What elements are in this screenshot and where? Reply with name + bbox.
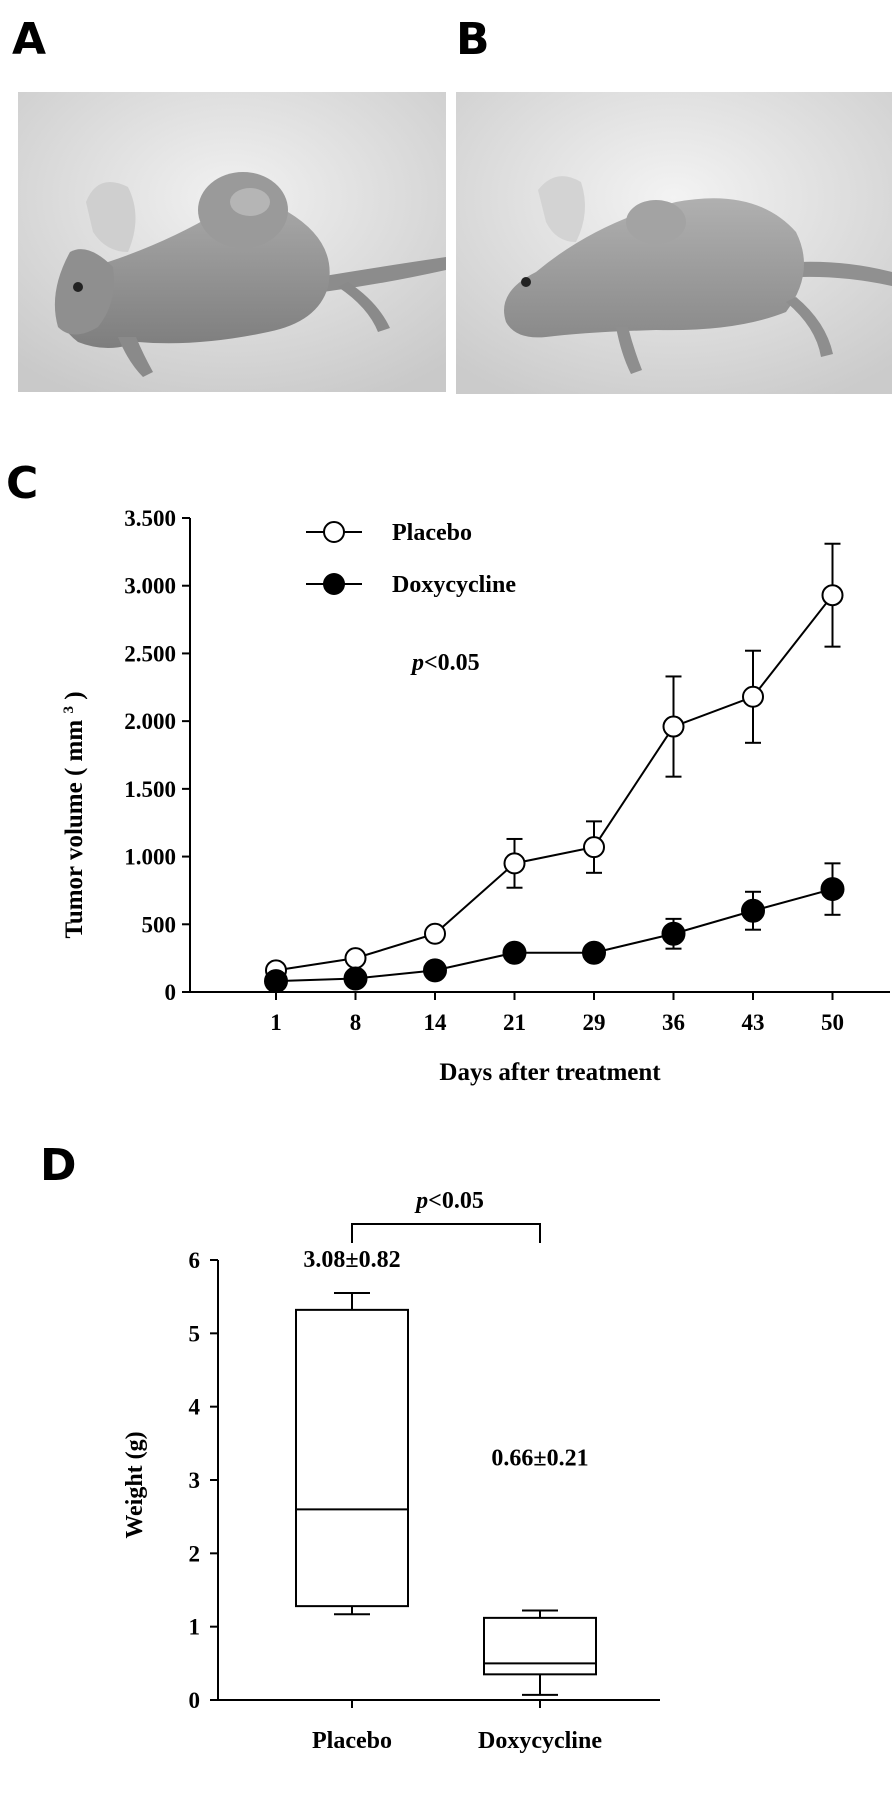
tumor-weight-boxplot: 0 1 2 3 4 5 6 3.08±0.82 Placebo 0.66±0.21 Doxycyc… [122,1188,660,1754]
panel-label-c: C [6,458,39,509]
category-label-doxycycline: Doxycycline [478,1728,602,1754]
y-tick-label: 3.500 [124,506,176,531]
data-point-placebo [662,715,685,738]
category-label-placebo: Placebo [312,1728,392,1754]
chart-c-pvalue: p<0.05 [410,650,480,676]
panel-label-d: D [40,1140,77,1191]
y-tick-label: 5 [189,1321,201,1346]
y-tick-label: 2.500 [124,641,176,666]
x-tick-label: 14 [424,1010,448,1035]
data-point-doxycycline [741,898,765,923]
data-point-placebo [583,836,605,859]
panel-label-b: B [456,14,490,65]
legend-placebo-marker [323,521,345,543]
data-point-doxycycline [582,940,606,965]
x-tick-label: 43 [742,1010,765,1035]
data-point-placebo [344,947,367,970]
data-point-doxycycline [661,921,686,946]
y-tick-label: 3 [189,1468,201,1493]
chart-d-ylabel: Weight (g) [122,1431,148,1538]
legend-doxycycline-label: Doxycycline [392,572,516,598]
series-line-doxycycline [275,888,833,983]
data-point-doxycycline [264,969,288,994]
x-tick-label: 21 [503,1010,526,1035]
data-point-doxycycline [343,966,368,991]
data-point-placebo [821,584,844,607]
mouse-a-image [18,92,446,392]
y-tick-label: 500 [142,912,177,937]
chart-c-xlabel: Days after treatment [439,1059,661,1086]
x-tick-label: 8 [350,1010,362,1035]
legend-placebo-label: Placebo [392,520,472,546]
y-tick-label: 0 [189,1688,201,1713]
box-summary-label-doxycycline: 0.66±0.21 [491,1446,588,1472]
y-tick-label: 2 [189,1541,201,1566]
photo-doxycycline-mouse [456,92,892,394]
data-point-doxycycline [502,940,527,965]
y-tick-label: 1 [189,1615,201,1640]
chart-d-pvalue: p<0.05 [414,1188,484,1214]
svg-text:Tumor volume ( m: Tumor volume ( mm 3 ) [52,691,88,938]
y-tick-label: 2.000 [124,709,176,734]
chart-c-legend: Placebo Doxycycline [306,520,516,598]
photo-placebo-mouse [18,92,446,392]
significance-bracket [351,1223,541,1243]
y-tick-label: 6 [189,1248,201,1273]
x-tick-label: 50 [821,1010,844,1035]
mouse-b-image [456,92,892,394]
legend-doxycycline-marker [323,573,345,595]
data-point-doxycycline [423,958,447,983]
data-point-placebo [742,685,764,708]
x-tick-label: 36 [662,1010,685,1035]
x-tick-label: 29 [583,1010,606,1035]
ylabel-superscript: 3 [61,706,77,714]
box-summary-label-placebo: 3.08±0.82 [303,1247,400,1273]
tumor-volume-chart: 0 500 1.000 1.500 2.000 2.500 3.000 3.500 1 8 14 2… [52,506,890,1086]
x-tick-label: 1 [270,1010,282,1035]
box-placebo [295,1308,409,1608]
y-tick-label: 4 [189,1395,201,1420]
y-tick-label: 3.000 [124,574,176,599]
data-point-doxycycline [820,877,845,902]
ylabel-main: Tumor volume [61,782,88,938]
ylabel-unit: mm [61,720,88,762]
y-tick-label: 1.000 [124,845,176,870]
chart-c-ylabel: Tumor volume ( mm 3 ) [52,691,88,938]
y-tick-label: 0 [165,980,177,1005]
series-line-placebo [275,594,834,972]
panel-label-a: A [12,14,47,65]
box-doxycycline [483,1616,597,1676]
y-tick-label: 1.500 [124,777,176,802]
data-point-placebo [503,852,526,875]
data-point-placebo [424,922,446,945]
